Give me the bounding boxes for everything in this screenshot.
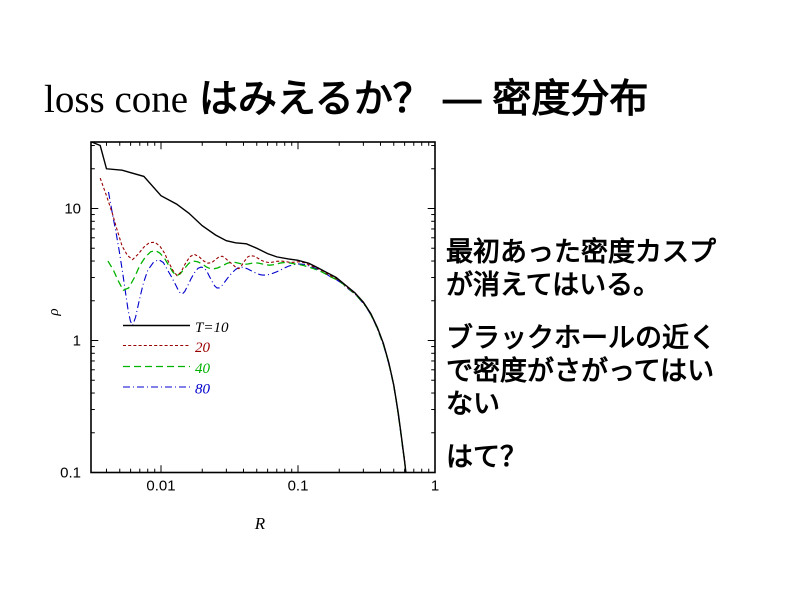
svg-text:0.01: 0.01	[146, 478, 175, 495]
svg-text:1: 1	[431, 478, 439, 495]
svg-text:0.1: 0.1	[60, 465, 81, 482]
svg-text:80: 80	[195, 382, 211, 398]
svg-text:R: R	[254, 514, 266, 533]
svg-text:T=10: T=10	[195, 320, 229, 336]
svg-text:ρ: ρ	[46, 308, 62, 316]
svg-text:1: 1	[73, 333, 81, 350]
svg-text:10: 10	[64, 201, 81, 218]
svg-text:20: 20	[195, 340, 211, 356]
svg-text:0.1: 0.1	[288, 478, 309, 495]
svg-text:40: 40	[195, 361, 211, 377]
